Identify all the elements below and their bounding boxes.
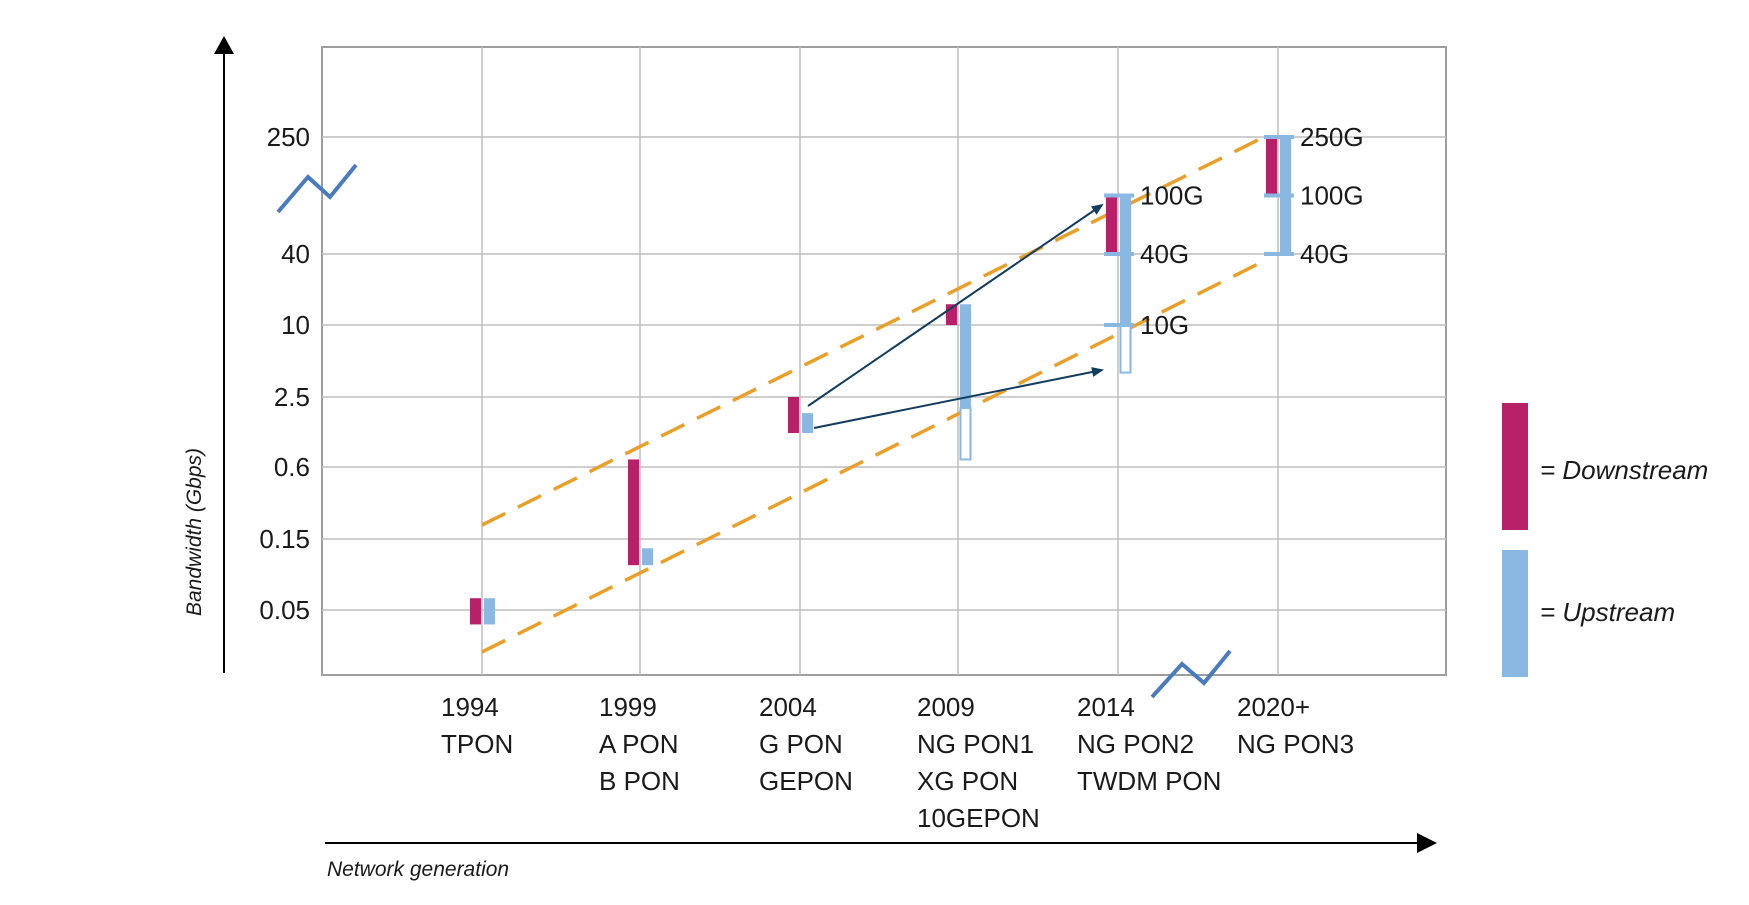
- x-category-name: G PON: [759, 729, 843, 759]
- x-category-labels: 1994 TPON 1999 A PON B PON 2004 G PON GEPON 2009…: [441, 692, 1354, 833]
- bar-upstream: [802, 413, 813, 434]
- bar-upstream: [1120, 195, 1131, 325]
- x-axis-arrowhead: [1417, 833, 1437, 853]
- evolution-arrow-upper: [807, 203, 1104, 407]
- x-category-year: 2004: [759, 692, 817, 722]
- bar-downstream: [470, 598, 481, 625]
- bandwidth-annotations: 100G 40G 10G 250G 100G 40G: [1104, 122, 1364, 340]
- x-category-name: NG PON2: [1077, 729, 1194, 759]
- legend-swatch-upstream: [1502, 550, 1528, 677]
- x-axis-title: Network generation: [327, 858, 509, 881]
- y-tick-label: 2.5: [274, 382, 310, 412]
- x-category-year: 2009: [917, 692, 975, 722]
- bar-downstream: [1266, 137, 1277, 196]
- y-tick-label: 0.6: [274, 452, 310, 482]
- x-category-name: GEPON: [759, 766, 853, 796]
- bandwidth-label: 40G: [1300, 239, 1349, 269]
- x-category-name: XG PON: [917, 766, 1018, 796]
- legend-swatch-downstream: [1502, 403, 1528, 530]
- evolution-arrows: [807, 203, 1104, 429]
- evolution-arrow-lower: [813, 367, 1104, 429]
- bar-upstream: [960, 304, 971, 442]
- legend-label-downstream: = Downstream: [1540, 455, 1708, 485]
- vertical-gridlines: [481, 47, 1279, 675]
- y-axis-title: Bandwidth (Gbps): [183, 448, 206, 616]
- x-category-name: NG PON1: [917, 729, 1034, 759]
- x-category-year: 1999: [599, 692, 657, 722]
- x-category-year: 2020+: [1237, 692, 1310, 722]
- bar-upstream: [642, 548, 653, 566]
- horizontal-gridlines: [322, 136, 1446, 611]
- bar-downstream: [788, 397, 799, 434]
- y-axis-arrowhead: [214, 36, 234, 54]
- trend-band: [481, 138, 1263, 654]
- x-category-name: B PON: [599, 766, 680, 796]
- x-category-name: TWDM PON: [1077, 766, 1221, 796]
- bandwidth-label: 10G: [1140, 310, 1189, 340]
- bar-upstream-projected: [959, 406, 972, 461]
- bar-upstream-projected: [1119, 324, 1132, 374]
- x-category-year: 2014: [1077, 692, 1135, 722]
- y-tick-labels: 250 40 10 2.5 0.6 0.15 0.05: [259, 122, 310, 625]
- bandwidth-label: 40G: [1140, 239, 1189, 269]
- x-category-name: TPON: [441, 729, 513, 759]
- bandwidth-label: 250G: [1300, 122, 1364, 152]
- y-tick-label: 0.15: [259, 524, 310, 554]
- bandwidth-label: 100G: [1140, 181, 1204, 211]
- x-category-year: 1994: [441, 692, 499, 722]
- y-tick-label: 250: [267, 122, 310, 152]
- y-axis-break-icon: [276, 163, 358, 214]
- bar-upstream: [484, 598, 495, 625]
- x-category-name: 10GEPON: [917, 803, 1040, 833]
- bar-downstream: [946, 304, 957, 325]
- x-axis-break-icon: [1150, 649, 1232, 699]
- legend: = Downstream = Upstream: [1502, 403, 1708, 677]
- y-tick-label: 0.05: [259, 595, 310, 625]
- x-axis: 1994 TPON 1999 A PON B PON 2004 G PON GEPON 2009…: [325, 692, 1437, 881]
- legend-label-upstream: = Upstream: [1540, 597, 1675, 627]
- y-tick-label: 10: [281, 310, 310, 340]
- plot-frame: [321, 46, 1447, 676]
- x-category-name: NG PON3: [1237, 729, 1354, 759]
- x-category-name: A PON: [599, 729, 678, 759]
- y-axis: 250 40 10 2.5 0.6 0.15 0.05 Bandwidth (Gbps): [183, 36, 310, 673]
- bandwidth-label: 100G: [1300, 181, 1364, 211]
- y-tick-label: 40: [281, 239, 310, 269]
- bar-downstream: [1106, 195, 1117, 254]
- bar-downstream: [628, 459, 639, 566]
